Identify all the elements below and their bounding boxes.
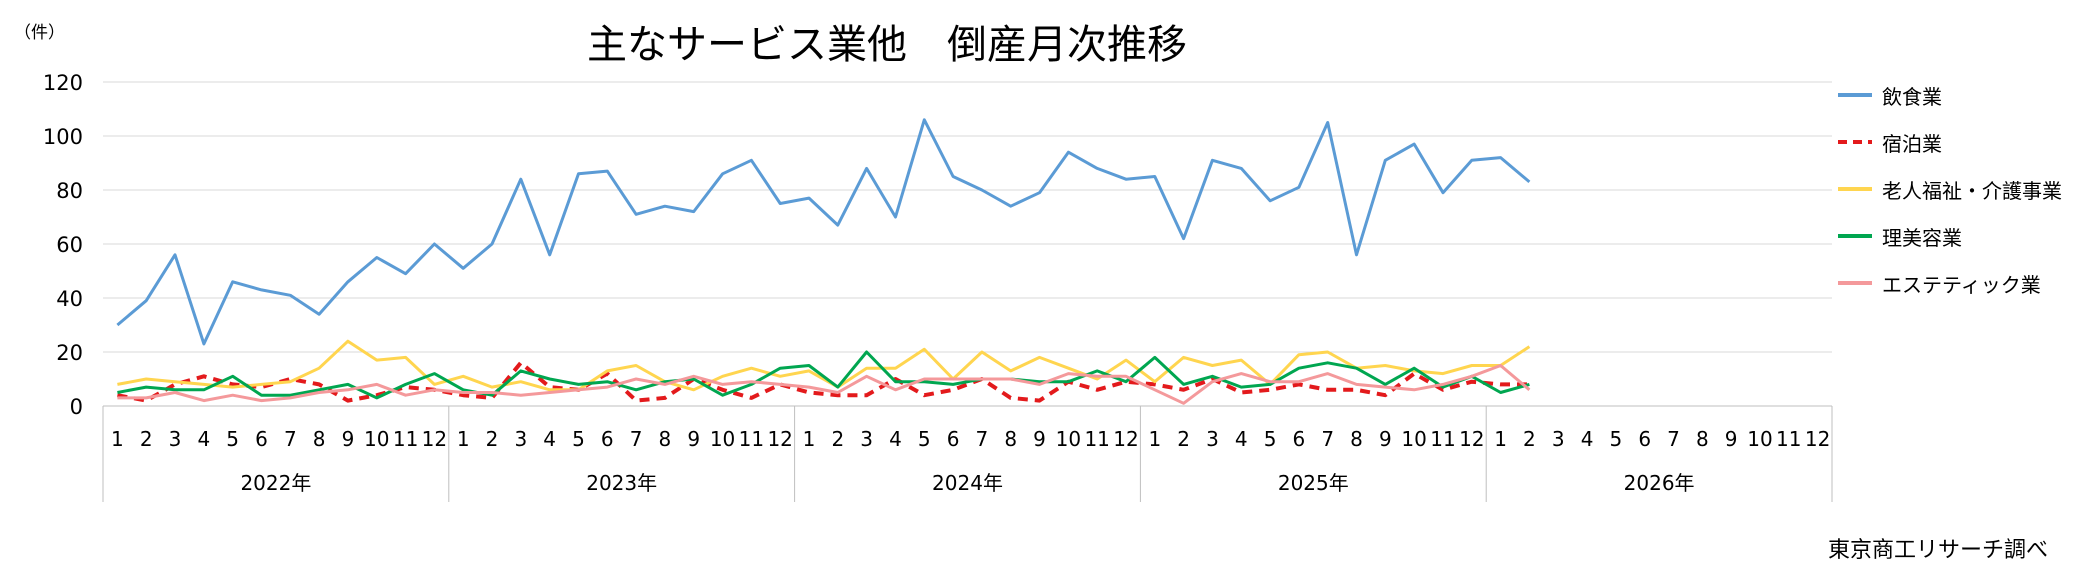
y-axis-unit-label: （件） xyxy=(14,23,65,43)
legend-label: 宿泊業 xyxy=(1882,131,1942,156)
y-tick-label: 120 xyxy=(43,71,83,95)
x-tick-label: 5 xyxy=(1610,427,1623,451)
x-tick-label: 2 xyxy=(486,427,499,451)
x-tick-label: 11 xyxy=(1084,427,1109,451)
x-tick-label: 3 xyxy=(1206,427,1219,451)
x-tick-label: 6 xyxy=(1293,427,1306,451)
y-tick-label: 80 xyxy=(56,179,83,203)
x-tick-label: 4 xyxy=(197,427,210,451)
x-tick-label: 12 xyxy=(1113,427,1138,451)
x-tick-label: 12 xyxy=(767,427,792,451)
x-tick-label: 9 xyxy=(1725,427,1738,451)
x-tick-label: 3 xyxy=(169,427,182,451)
x-tick-label: 10 xyxy=(1401,427,1426,451)
x-tick-label: 6 xyxy=(1638,427,1651,451)
x-tick-label: 2 xyxy=(140,427,153,451)
x-tick-label: 3 xyxy=(1552,427,1565,451)
year-label: 2024年 xyxy=(932,471,1003,495)
x-tick-label: 5 xyxy=(1264,427,1277,451)
x-tick-label: 8 xyxy=(1004,427,1017,451)
series-line xyxy=(117,339,1531,392)
x-tick-label: 8 xyxy=(659,427,672,451)
series-line xyxy=(116,118,1531,346)
x-tick-label: 2 xyxy=(1523,427,1536,451)
x-tick-label: 7 xyxy=(1667,427,1680,451)
x-tick-label: 7 xyxy=(1321,427,1334,451)
x-tick-label: 10 xyxy=(1056,427,1081,451)
x-tick-label: 7 xyxy=(976,427,989,451)
year-label: 2026年 xyxy=(1624,471,1695,495)
x-tick-label: 1 xyxy=(457,427,470,451)
x-tick-label: 9 xyxy=(1379,427,1392,451)
legend-swatch xyxy=(1838,93,1872,97)
x-tick-label: 11 xyxy=(739,427,764,451)
x-tick-label: 8 xyxy=(1350,427,1363,451)
y-tick-label: 20 xyxy=(56,341,83,365)
x-tick-label: 10 xyxy=(710,427,735,451)
y-tick-label: 40 xyxy=(56,287,83,311)
x-tick-label: 5 xyxy=(226,427,239,451)
legend-item: 宿泊業 xyxy=(1838,127,1942,157)
x-tick-label: 8 xyxy=(313,427,326,451)
x-tick-label: 11 xyxy=(393,427,418,451)
legend-swatch xyxy=(1838,140,1872,144)
legend-swatch xyxy=(1838,234,1872,238)
x-tick-label: 7 xyxy=(630,427,643,451)
x-tick-label: 6 xyxy=(947,427,960,451)
x-tick-label: 12 xyxy=(422,427,447,451)
x-tick-label: 9 xyxy=(687,427,700,451)
x-tick-label: 2 xyxy=(831,427,844,451)
x-tick-label: 12 xyxy=(1805,427,1830,451)
year-label: 2022年 xyxy=(240,471,311,495)
x-tick-label: 6 xyxy=(255,427,268,451)
x-tick-label: 9 xyxy=(1033,427,1046,451)
x-tick-label: 4 xyxy=(889,427,902,451)
x-tick-label: 9 xyxy=(342,427,355,451)
chart-title: 主なサービス業他 倒産月次推移 xyxy=(587,22,1187,68)
x-tick-label: 5 xyxy=(572,427,585,451)
legend-swatch xyxy=(1838,281,1872,285)
source-note: 東京商工リサーチ調べ xyxy=(1827,538,2048,563)
x-tick-label: 3 xyxy=(514,427,527,451)
legend-item: 理美容業 xyxy=(1838,221,1962,251)
y-tick-label: 100 xyxy=(43,125,83,149)
series-line xyxy=(117,350,1530,400)
x-tick-label: 5 xyxy=(918,427,931,451)
series-line xyxy=(117,364,1531,405)
legend-item: エステティック業 xyxy=(1838,268,2041,298)
legend-swatch xyxy=(1838,187,1872,191)
x-tick-label: 1 xyxy=(111,427,124,451)
x-tick-label: 4 xyxy=(1235,427,1248,451)
x-tick-label: 3 xyxy=(860,427,873,451)
x-tick-label: 12 xyxy=(1459,427,1484,451)
x-tick-label: 11 xyxy=(1776,427,1801,451)
series-line xyxy=(117,360,1530,403)
x-tick-label: 4 xyxy=(1581,427,1594,451)
x-tick-label: 1 xyxy=(1148,427,1161,451)
legend-label: 理美容業 xyxy=(1882,225,1962,250)
x-tick-label: 1 xyxy=(803,427,816,451)
x-tick-label: 10 xyxy=(1747,427,1772,451)
x-tick-label: 8 xyxy=(1696,427,1709,451)
x-tick-label: 11 xyxy=(1430,427,1455,451)
x-tick-label: 2 xyxy=(1177,427,1190,451)
legend-item: 老人福祉・介護事業 xyxy=(1838,174,2062,204)
legend-item: 飲食業 xyxy=(1838,80,1942,110)
year-label: 2025年 xyxy=(1278,471,1349,495)
y-tick-label: 60 xyxy=(56,233,83,257)
legend-label: 飲食業 xyxy=(1882,84,1942,109)
y-tick-label: 0 xyxy=(70,395,83,419)
x-tick-label: 10 xyxy=(364,427,389,451)
legend-label: エステティック業 xyxy=(1882,272,2041,297)
x-tick-label: 4 xyxy=(543,427,556,451)
x-tick-label: 1 xyxy=(1494,427,1507,451)
x-tick-label: 6 xyxy=(601,427,614,451)
year-label: 2023年 xyxy=(586,471,657,495)
x-tick-label: 7 xyxy=(284,427,297,451)
legend-label: 老人福祉・介護事業 xyxy=(1882,178,2062,203)
